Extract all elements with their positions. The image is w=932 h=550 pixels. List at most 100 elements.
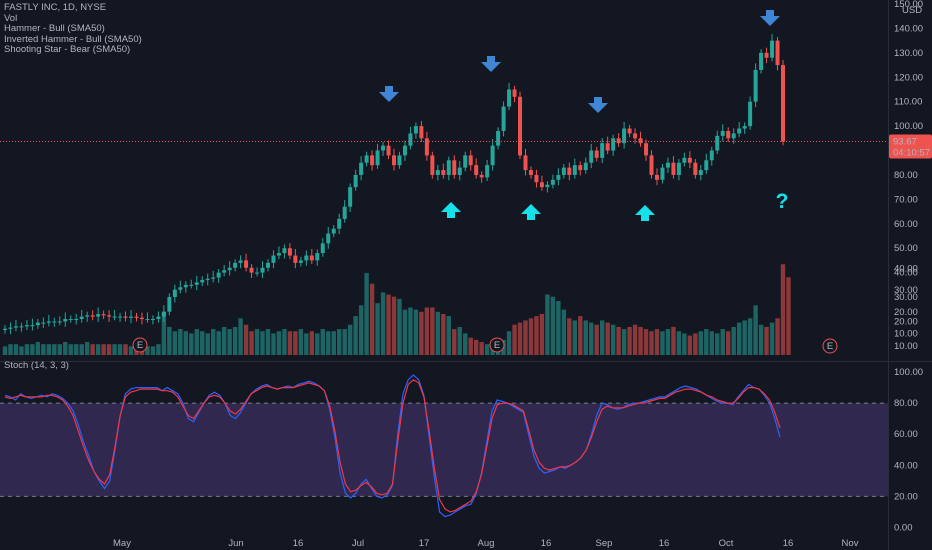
candle-body (63, 319, 68, 322)
candle-body (748, 101, 753, 127)
volume-bar (358, 305, 364, 355)
volume-bar (687, 335, 693, 355)
legend-shooting-star[interactable]: Shooting Star - Bear (SMA50) (4, 44, 131, 56)
symbol-title[interactable]: FASTLY INC, 1D, NYSE (4, 2, 107, 13)
candle-body (375, 150, 380, 166)
candle-body (52, 321, 57, 323)
volume-tick-label: 10.00 (894, 328, 918, 339)
candle-body (150, 319, 155, 321)
legend-hammer[interactable]: Hammer - Bull (SMA50) (4, 23, 105, 35)
candle-body (41, 322, 46, 324)
arrow-down-icon (588, 97, 608, 113)
volume-bar (254, 329, 260, 355)
candle-body (435, 170, 440, 175)
date-tick-label: 17 (419, 538, 430, 549)
volume-bar (419, 311, 424, 355)
candle-body (496, 130, 501, 146)
volume-bar (430, 307, 435, 355)
volume-bar (747, 318, 753, 355)
date-tick-label: 16 (659, 538, 670, 549)
legend-vol[interactable]: Vol (4, 12, 18, 24)
volume-bar (561, 309, 567, 355)
volume-bar (68, 344, 73, 355)
candle-body (112, 316, 117, 318)
volume-bar (512, 324, 517, 355)
arrow-down-icon (379, 86, 399, 102)
candle-body (583, 162, 588, 171)
volume-bar (463, 333, 468, 355)
volume-bar (200, 331, 205, 355)
candle-body (402, 145, 407, 156)
price-tick-label: 110.00 (894, 97, 922, 108)
candle-body (468, 155, 473, 166)
candle-body (649, 155, 654, 175)
volume-bar (413, 309, 419, 355)
volume-bar (523, 320, 528, 355)
candle-body (222, 270, 227, 273)
volume-bar (391, 296, 397, 355)
stoch-tick-label: 80.00 (894, 398, 918, 409)
volume-bar (347, 324, 353, 355)
date-tick-label: Jul (352, 538, 364, 549)
arrow-up-icon (441, 202, 461, 218)
question-mark-annotation: ? (776, 190, 789, 213)
volume-bar (309, 331, 315, 355)
volume-bar (715, 333, 720, 355)
candle-body (364, 155, 369, 163)
volume-bar (369, 283, 375, 355)
price-tick-label: 40.00 (894, 268, 918, 279)
volume-bar (276, 331, 282, 355)
candle-body (501, 106, 506, 131)
volume-bar (780, 264, 786, 355)
volume-bar (764, 326, 769, 355)
arrow-up-icon (635, 205, 655, 221)
stoch-legend[interactable]: Stoch (14, 3, 3) (4, 360, 69, 371)
candle-body (101, 314, 106, 316)
volume-bar (402, 309, 408, 355)
candle-body (331, 228, 336, 234)
volume-bar (736, 322, 742, 355)
volume-bar (337, 329, 342, 355)
volume-bar (282, 329, 287, 355)
price-tick-label: 60.00 (894, 219, 918, 230)
candle-body (731, 133, 736, 139)
volume-bar (589, 322, 594, 355)
candle-body (348, 187, 353, 207)
legend-inverted-hammer[interactable]: Inverted Hammer - Bull (SMA50) (4, 33, 142, 45)
volume-bar (30, 344, 35, 355)
candle-body (611, 138, 616, 151)
stoch-tick-label: 100.00 (894, 367, 923, 378)
volume-bar (599, 320, 605, 355)
candle-body (118, 316, 123, 318)
volume-bar (364, 272, 369, 355)
candle-body (255, 272, 260, 274)
price-tick-label: 140.00 (894, 23, 923, 34)
date-tick-label: Sep (596, 538, 613, 549)
candle-body (139, 317, 144, 320)
candle-body (35, 322, 40, 326)
candle-body (337, 218, 342, 229)
candle-body (194, 282, 199, 285)
candle-body (260, 267, 265, 273)
volume-bar (726, 331, 731, 355)
volume-bar (106, 344, 112, 355)
volume-bar (408, 307, 413, 355)
candle-body (107, 315, 112, 317)
candle-body (271, 255, 276, 263)
candle-body (134, 316, 139, 318)
candle-body (512, 89, 517, 97)
volume-bar (304, 333, 309, 355)
price-tick-label: 70.00 (894, 194, 918, 205)
volume-bar (216, 331, 221, 355)
candle-body (523, 155, 528, 171)
earnings-marker (489, 337, 505, 353)
candle-body (24, 325, 29, 327)
volume-bar (375, 303, 380, 355)
candle-body (145, 319, 150, 321)
earnings-marker (132, 337, 148, 353)
candle-body (578, 165, 583, 171)
candle-body (13, 326, 18, 328)
candle-body (567, 167, 572, 175)
candle-body (764, 52, 769, 58)
